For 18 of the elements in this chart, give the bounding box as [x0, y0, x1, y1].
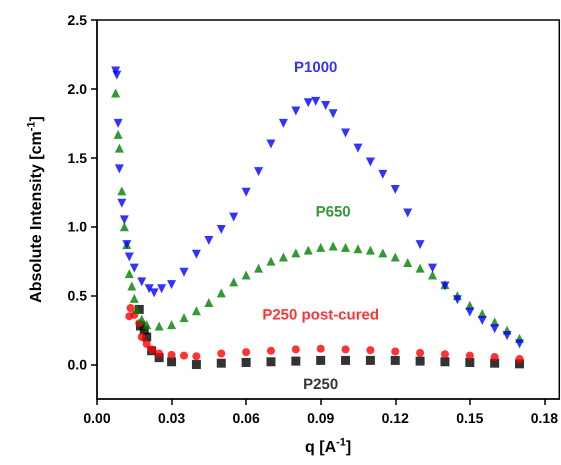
x-tick-label: 0.09 [307, 410, 335, 426]
y-tick-label: 0.0 [68, 356, 88, 373]
x-tick-label: 0.18 [530, 410, 558, 426]
y-axis-title: Absolute Intensity [cm-1] [26, 116, 45, 303]
y-tick-label: 2.0 [68, 80, 88, 97]
x-tick-label: 0.12 [382, 410, 410, 426]
y-tick-label: 1.0 [68, 218, 88, 235]
x-tick-label: 0.15 [456, 410, 484, 426]
y-tick-label: 0.5 [68, 288, 88, 304]
x-tick-label: 0.00 [83, 410, 111, 426]
series-label: P250 post-cured [262, 306, 380, 324]
series-label: P650 [316, 204, 351, 221]
y-tick-label: 1.5 [68, 150, 88, 166]
y-tick-label: 2.5 [68, 12, 88, 28]
series-label: P1000 [294, 58, 338, 76]
x-tick-label: 0.03 [158, 410, 186, 426]
series-label: P250 [303, 376, 338, 393]
x-tick-label: 0.06 [232, 410, 260, 426]
